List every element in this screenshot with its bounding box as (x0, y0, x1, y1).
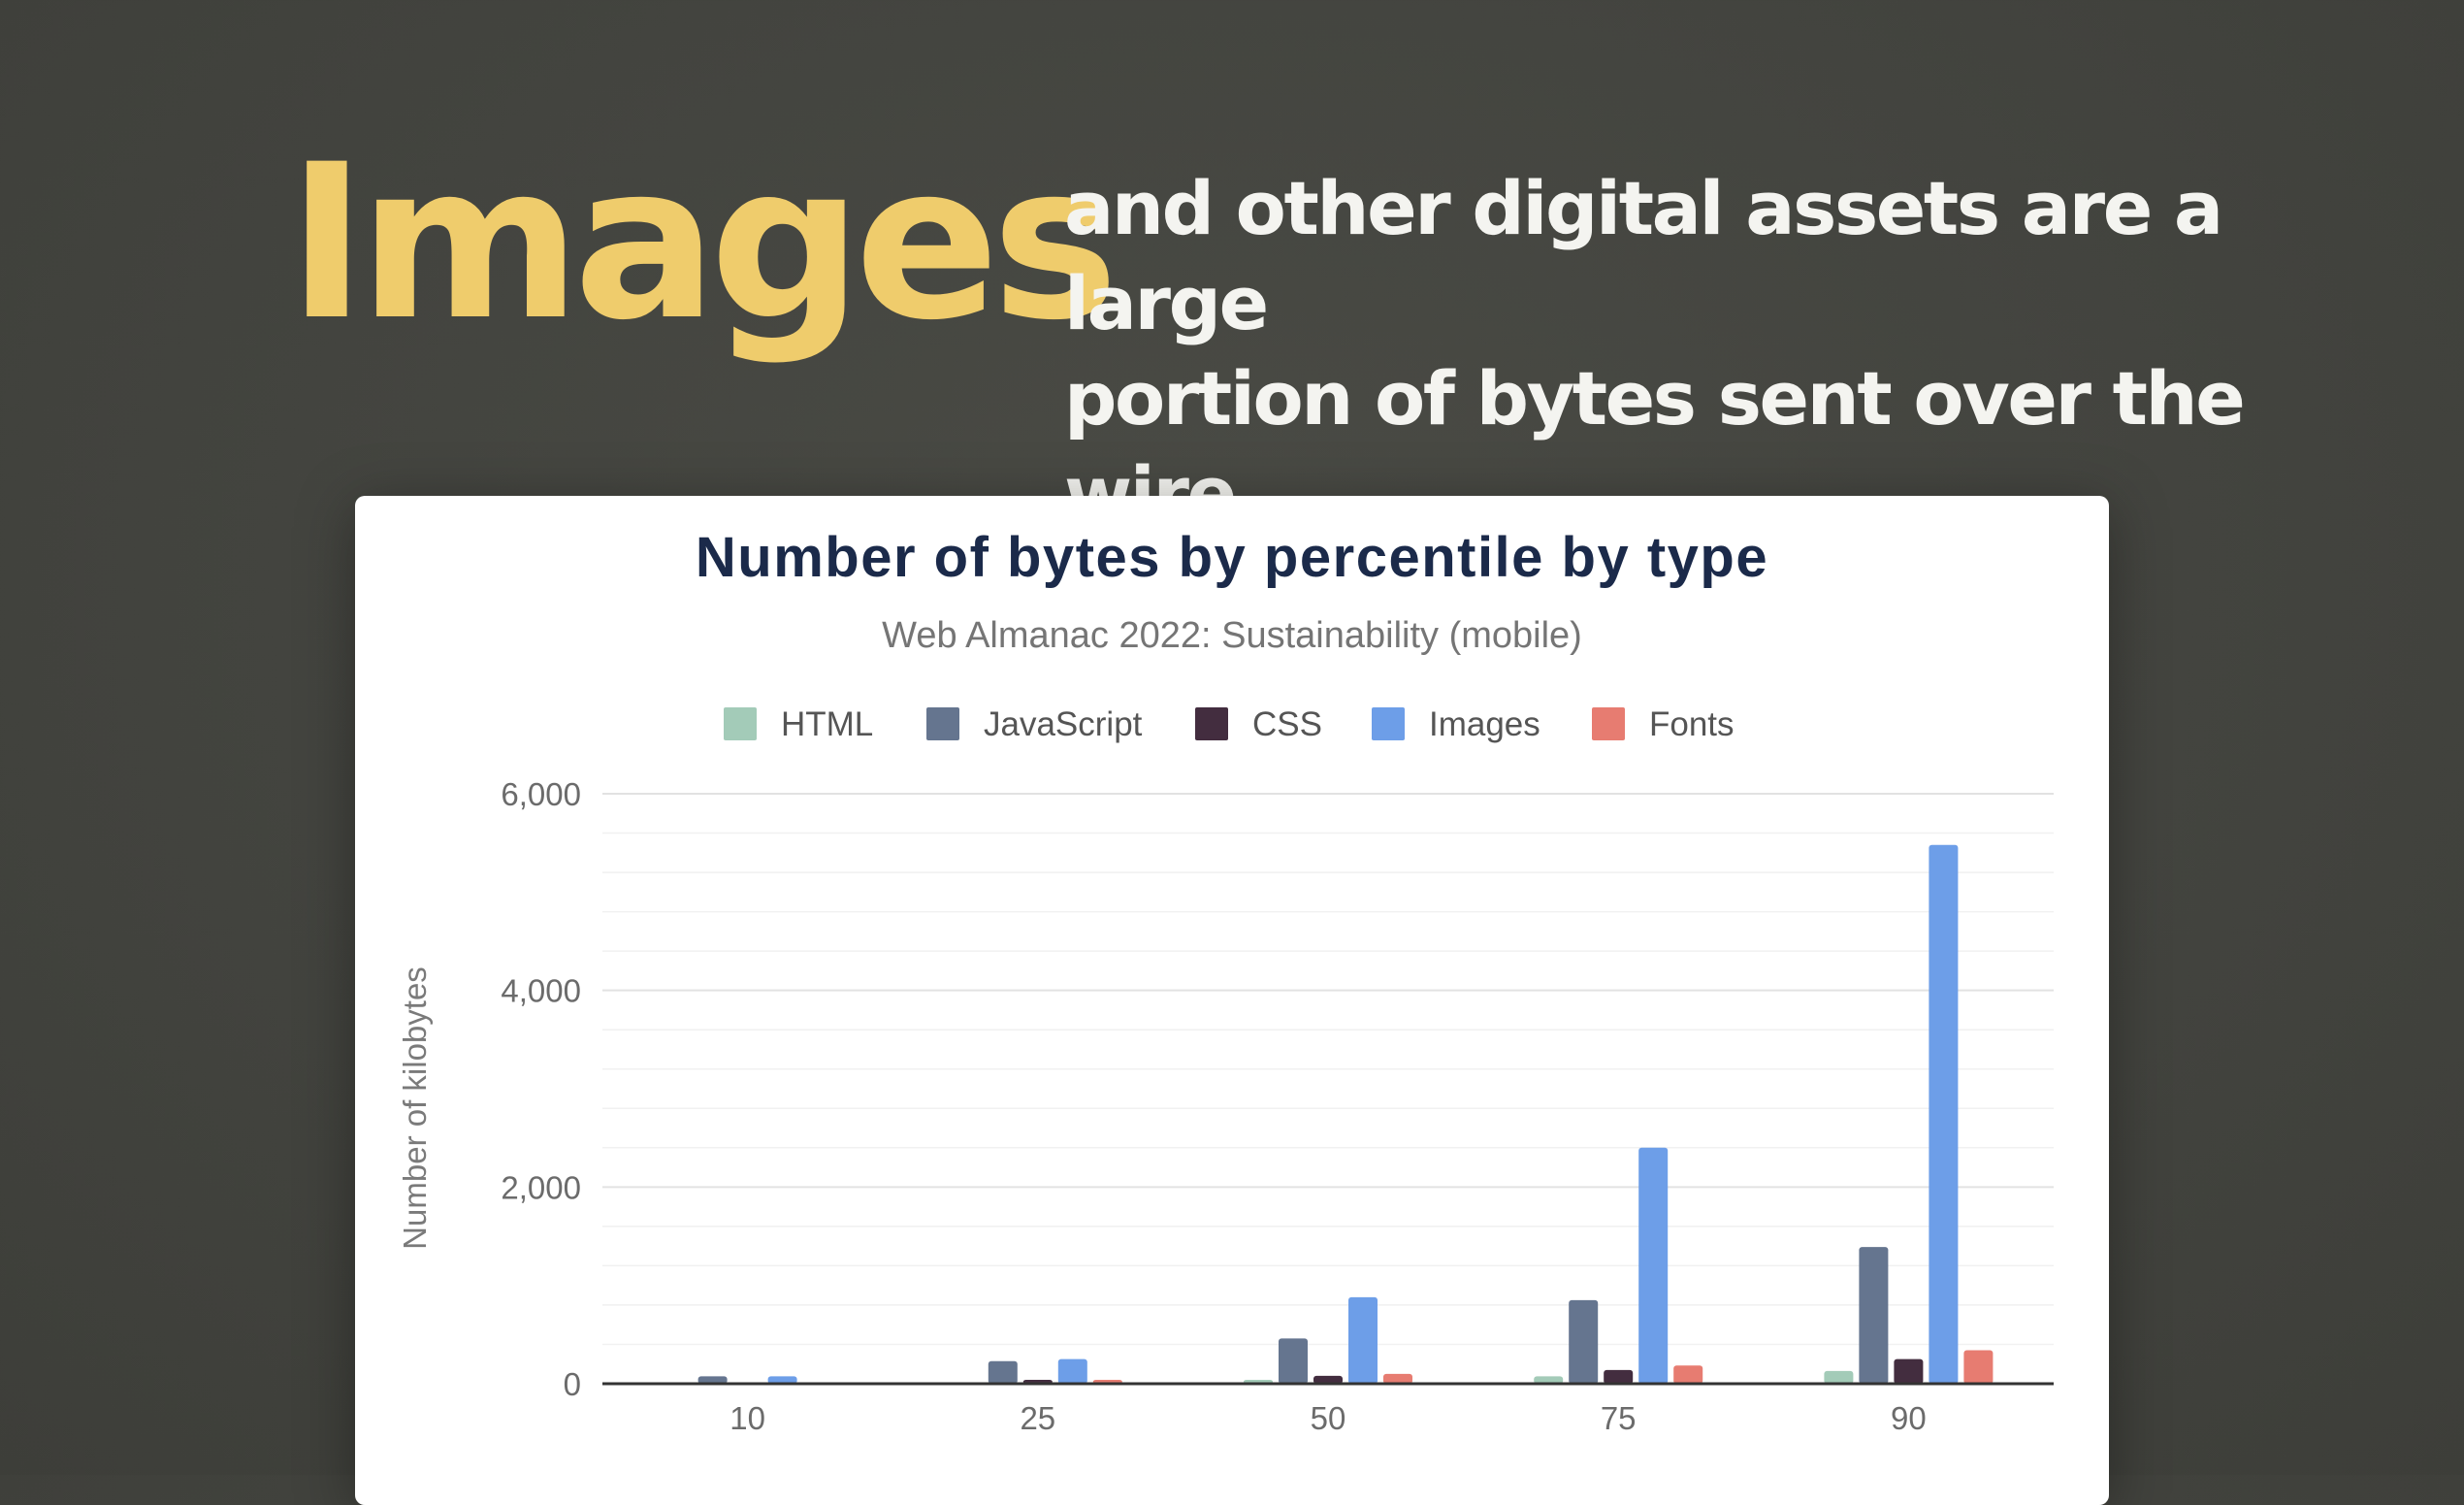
bar-html-p90 (1824, 1370, 1854, 1384)
bar-fonts-p75 (1673, 1365, 1703, 1384)
chart-bars (663, 844, 1994, 1384)
tagline: and other digital assets are a large por… (1064, 161, 2403, 541)
x-tick-label: 25 (1020, 1400, 1055, 1436)
bar-javascript-p50 (1279, 1338, 1308, 1384)
bar-fonts-p90 (1963, 1350, 1994, 1384)
y-axis: 0 2,000 4,000 6,000 (501, 776, 581, 1402)
bar-css-p50 (1313, 1375, 1343, 1384)
legend-swatch (724, 707, 757, 740)
bar-css-p75 (1604, 1369, 1634, 1384)
bar-fonts-p50 (1383, 1373, 1412, 1384)
legend-label: HTML (781, 705, 873, 743)
bar-css-p90 (1894, 1358, 1924, 1384)
bar-images-p50 (1348, 1296, 1378, 1384)
bar-javascript-p25 (988, 1360, 1018, 1384)
legend-label: CSS (1252, 705, 1322, 743)
bar-images-p75 (1638, 1147, 1669, 1384)
legend-swatch (1372, 707, 1405, 740)
bar-html-p75 (1534, 1376, 1564, 1384)
chart-gridlines (602, 793, 2054, 1346)
legend-label: Images (1429, 705, 1540, 743)
legend-item-images[interactable]: Images (1372, 705, 1540, 743)
bar-images-p90 (1929, 844, 1959, 1384)
headline: Images (287, 118, 1119, 367)
legend-swatch (1592, 707, 1625, 740)
x-tick-label: 50 (1311, 1400, 1346, 1436)
chart-subtitle: Web Almanac 2022: Sustainability (mobile… (882, 615, 1582, 656)
legend-swatch (926, 707, 959, 740)
x-tick-label: 75 (1601, 1400, 1637, 1436)
legend-label: Fonts (1649, 705, 1735, 743)
legend-swatch (1195, 707, 1228, 740)
chart-title: Number of bytes by percentile by type (696, 526, 1768, 589)
legend-item-javascript[interactable]: JavaScript (926, 705, 1143, 743)
legend-item-html[interactable]: HTML (724, 705, 873, 743)
legend-label: JavaScript (984, 705, 1143, 743)
chart-card: Number of bytes by percentile by type We… (355, 496, 2109, 1505)
bar-chart: Number of bytes by percentile by type We… (397, 526, 2054, 1436)
bar-javascript-p90 (1859, 1247, 1889, 1384)
chart-legend: HTML JavaScript CSS Images Fonts (724, 705, 1735, 743)
tagline-line-2: portion of bytes sent over the wire. (1064, 355, 2246, 537)
bar-javascript-p75 (1569, 1299, 1599, 1384)
x-tick-label: 90 (1891, 1400, 1927, 1436)
bar-images-p25 (1057, 1358, 1087, 1384)
legend-item-css[interactable]: CSS (1195, 705, 1322, 743)
x-axis: 10 25 50 75 90 (729, 1400, 1927, 1436)
tagline-line-1: and other digital assets are a large (1064, 165, 2223, 346)
y-tick-label: 2,000 (501, 1169, 581, 1205)
x-tick-label: 10 (729, 1400, 765, 1436)
bar-images-p10 (767, 1376, 797, 1384)
y-tick-label: 4,000 (501, 973, 581, 1009)
bar-javascript-p10 (697, 1376, 728, 1384)
y-tick-label: 6,000 (501, 776, 581, 812)
y-axis-title: Number of kilobytes (397, 966, 433, 1250)
legend-item-fonts[interactable]: Fonts (1592, 705, 1735, 743)
y-tick-label: 0 (564, 1366, 581, 1402)
